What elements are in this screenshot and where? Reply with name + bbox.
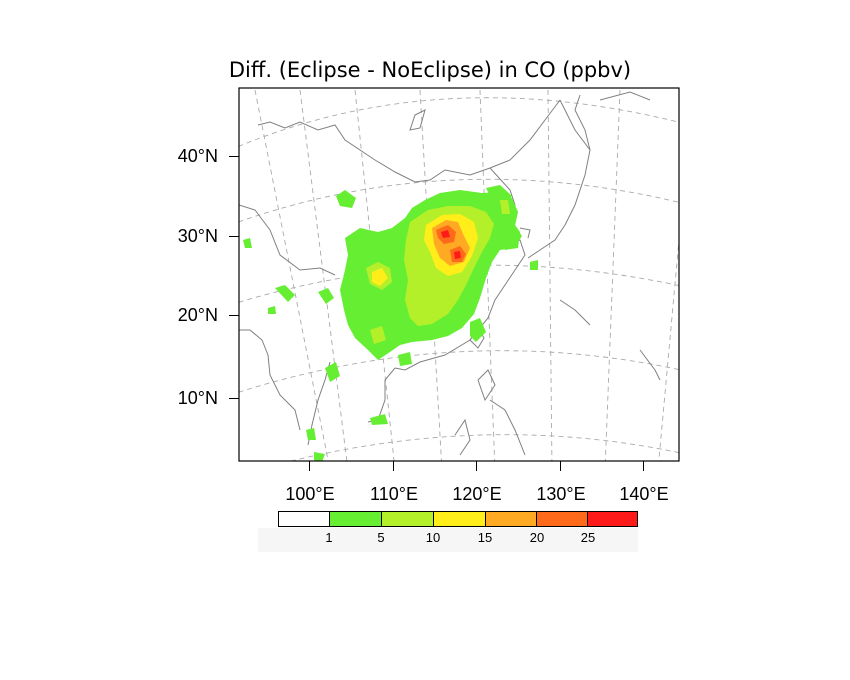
lat-tick-30 — [229, 236, 239, 237]
colorbar-box-5 — [536, 511, 588, 527]
colorbar-label-15: 15 — [477, 530, 493, 545]
colorbar-label-10: 10 — [425, 530, 441, 545]
lat-tick-20 — [229, 315, 239, 316]
lat-tick-10 — [229, 398, 239, 399]
map-frame — [238, 87, 680, 462]
colorbar-label-25: 25 — [580, 530, 596, 545]
colorbar-label-5: 5 — [377, 530, 385, 545]
lat-tick-40 — [229, 156, 239, 157]
colorbar-box-3 — [433, 511, 486, 527]
colorbar-label-20: 20 — [529, 530, 545, 545]
lon-label-130: 130°E — [536, 484, 586, 504]
colorbar-background — [258, 528, 638, 552]
lon-label-100: 100°E — [285, 484, 335, 504]
lon-label-110: 110°E — [370, 484, 418, 504]
colorbar-box-4 — [485, 511, 537, 527]
lon-label-120: 120°E — [452, 484, 502, 504]
lon-tick-140 — [643, 461, 644, 471]
colorbar-label-1: 1 — [325, 530, 333, 545]
lat-label-40: 40°N — [177, 146, 218, 166]
lon-tick-100 — [309, 461, 310, 471]
lat-label-20: 20°N — [177, 305, 218, 325]
lon-tick-110 — [393, 461, 394, 471]
lat-label-10: 10°N — [177, 388, 218, 408]
lon-tick-130 — [560, 461, 561, 471]
co-contours — [243, 185, 538, 461]
colorbar-box-1 — [329, 511, 382, 527]
colorbar-box-2 — [381, 511, 434, 527]
graticule — [239, 89, 679, 461]
lon-tick-120 — [476, 461, 477, 471]
lat-label-30: 30°N — [177, 226, 218, 246]
colorbar-box-0 — [278, 511, 330, 527]
map-title: Diff. (Eclipse - NoEclipse) in CO (ppbv) — [228, 58, 632, 82]
lon-label-140: 140°E — [619, 484, 669, 504]
colorbar-box-6 — [587, 511, 638, 527]
